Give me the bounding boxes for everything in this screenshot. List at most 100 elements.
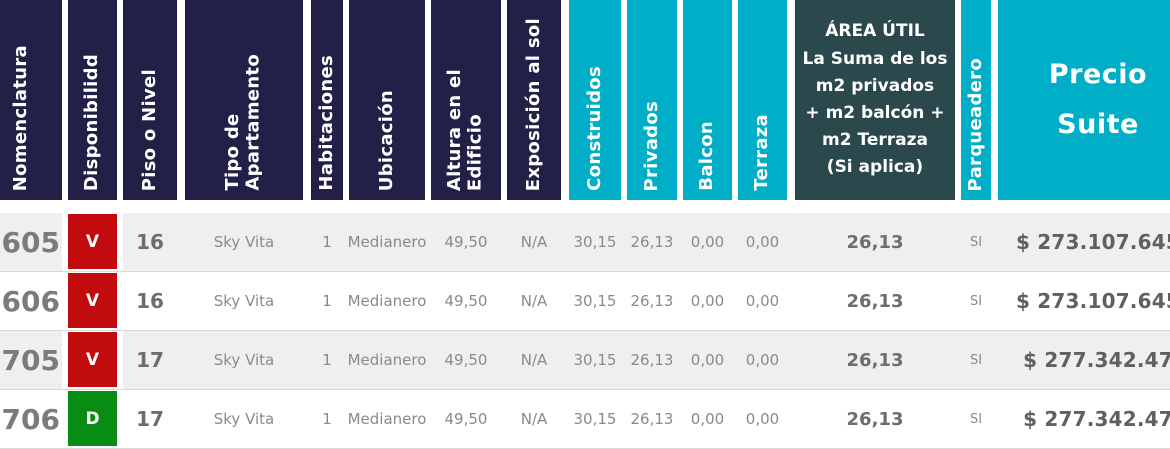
tipo-cell: Sky Vita [213, 351, 275, 369]
header-altura-label: Altura en el Edificio [444, 68, 486, 191]
header-tipo-apartamento: Tipo de Apartamento [185, 0, 303, 200]
piso-cell: 17 [136, 348, 164, 372]
area-util-cell: 26,13 [846, 408, 904, 430]
terraza-cell: 0,00 [745, 410, 780, 428]
piso-cell: 16 [136, 230, 164, 254]
exposicion-cell: N/A [520, 410, 548, 428]
header-exposicion-sol: Exposición al sol [507, 0, 561, 200]
piso-cell: 16 [136, 289, 164, 313]
precio-cell: $ 277.342.47 [1023, 348, 1170, 372]
header-balcon-label: Balcon [696, 121, 718, 191]
header-habitaciones: Habitaciones [311, 0, 343, 200]
table-header-row: Nomenclatura Disponibilidd Piso o Nivel … [0, 0, 1170, 200]
header-disponibilidad: Disponibilidd [68, 0, 117, 200]
header-altura-edificio: Altura en el Edificio [431, 0, 501, 200]
header-parqueadero-label: Parqueadero [964, 57, 986, 191]
construidos-cell: 30,15 [573, 410, 617, 428]
header-tipo-label: Tipo de Apartamento [222, 54, 264, 191]
precio-cell: $ 273.107.645 [1016, 289, 1170, 313]
balcon-cell: 0,00 [690, 410, 725, 428]
ubicacion-cell: Medianero [347, 351, 427, 369]
disponibilidad-cell: V [68, 213, 117, 271]
exposicion-cell: N/A [520, 233, 548, 251]
exposicion-cell: N/A [520, 351, 548, 369]
availability-badge: V [68, 332, 117, 387]
header-privados-label: Privados [640, 100, 662, 191]
ubicacion-cell: Medianero [347, 292, 427, 310]
header-habitaciones-label: Habitaciones [315, 55, 337, 191]
tipo-cell: Sky Vita [213, 292, 275, 310]
header-precio-suite: Precio Suite [998, 0, 1170, 200]
area-util-cell: 26,13 [846, 349, 904, 371]
header-terraza-label: Terraza [751, 114, 773, 191]
header-construidos-label: Construidos [583, 66, 605, 191]
area-util-cell: 26,13 [846, 290, 904, 312]
area-util-cell: 26,13 [846, 231, 904, 253]
header-construidos: Construidos [569, 0, 621, 200]
nomenclatura-cell: 1706 [0, 402, 60, 436]
nomenclatura-cell: 1705 [0, 331, 62, 389]
habitaciones-cell: 1 [322, 233, 332, 251]
table-row: 1705 V 17 Sky Vita 1 Medianero 49,50 N/A… [0, 331, 1170, 390]
header-balcon: Balcon [683, 0, 732, 200]
ubicacion-cell: Medianero [347, 233, 427, 251]
exposicion-cell: N/A [520, 292, 548, 310]
habitaciones-cell: 1 [322, 292, 332, 310]
header-nomenclatura: Nomenclatura [0, 0, 62, 200]
altura-cell: 49,50 [444, 351, 488, 369]
availability-badge: D [68, 391, 117, 446]
availability-badge: V [68, 273, 117, 328]
construidos-cell: 30,15 [573, 233, 617, 251]
precio-cell: $ 273.107.645 [1016, 230, 1170, 254]
availability-badge: V [68, 214, 117, 269]
nomenclatura-cell: 1605 [0, 213, 62, 271]
table-row: 1606 V 16 Sky Vita 1 Medianero 49,50 N/A… [0, 272, 1170, 331]
header-parqueadero: Parqueadero [961, 0, 991, 200]
terraza-cell: 0,00 [745, 351, 780, 369]
header-body-gap [0, 200, 1170, 213]
nomenclatura-cell: 1606 [0, 284, 60, 318]
construidos-cell: 30,15 [573, 292, 617, 310]
habitaciones-cell: 1 [322, 410, 332, 428]
privados-cell: 26,13 [630, 351, 674, 369]
precio-cell: $ 277.342.47 [1023, 407, 1170, 431]
header-ubicacion: Ubicación [349, 0, 425, 200]
row-data-band: 16 Sky Vita 1 Medianero 49,50 N/A 30,15 … [123, 272, 1170, 330]
piso-cell: 17 [136, 407, 164, 431]
habitaciones-cell: 1 [322, 351, 332, 369]
privados-cell: 26,13 [630, 233, 674, 251]
terraza-cell: 0,00 [745, 292, 780, 310]
balcon-cell: 0,00 [690, 351, 725, 369]
header-piso-label: Piso o Nivel [138, 68, 160, 191]
construidos-cell: 30,15 [573, 351, 617, 369]
parqueadero-cell: SI [969, 234, 983, 250]
disponibilidad-cell: V [68, 272, 117, 330]
altura-cell: 49,50 [444, 410, 488, 428]
row-data-band: 16 Sky Vita 1 Medianero 49,50 N/A 30,15 … [123, 213, 1170, 271]
header-area-util: ÁREA ÚTIL La Suma de los m2 privados + m… [795, 0, 955, 200]
privados-cell: 26,13 [630, 292, 674, 310]
row-data-band: 17 Sky Vita 1 Medianero 49,50 N/A 30,15 … [123, 331, 1170, 389]
balcon-cell: 0,00 [690, 233, 725, 251]
table-row: 1706 D 17 Sky Vita 1 Medianero 49,50 N/A… [0, 390, 1170, 449]
header-privados: Privados [627, 0, 677, 200]
parqueadero-cell: SI [969, 411, 983, 427]
header-piso-o-nivel: Piso o Nivel [123, 0, 177, 200]
privados-cell: 26,13 [630, 410, 674, 428]
parqueadero-cell: SI [969, 352, 983, 368]
header-exposicion-label: Exposición al sol [522, 17, 544, 191]
disponibilidad-cell: D [68, 390, 117, 448]
tipo-cell: Sky Vita [213, 410, 275, 428]
table-row: 1605 V 16 Sky Vita 1 Medianero 49,50 N/A… [0, 213, 1170, 272]
altura-cell: 49,50 [444, 292, 488, 310]
balcon-cell: 0,00 [690, 292, 725, 310]
row-data-band: 17 Sky Vita 1 Medianero 49,50 N/A 30,15 … [123, 390, 1170, 448]
header-terraza: Terraza [738, 0, 787, 200]
parqueadero-cell: SI [969, 293, 983, 309]
terraza-cell: 0,00 [745, 233, 780, 251]
disponibilidad-cell: V [68, 331, 117, 389]
header-nomenclatura-label: Nomenclatura [9, 44, 31, 191]
header-ubicacion-label: Ubicación [375, 89, 397, 191]
header-disponibilidad-label: Disponibilidd [81, 53, 103, 191]
